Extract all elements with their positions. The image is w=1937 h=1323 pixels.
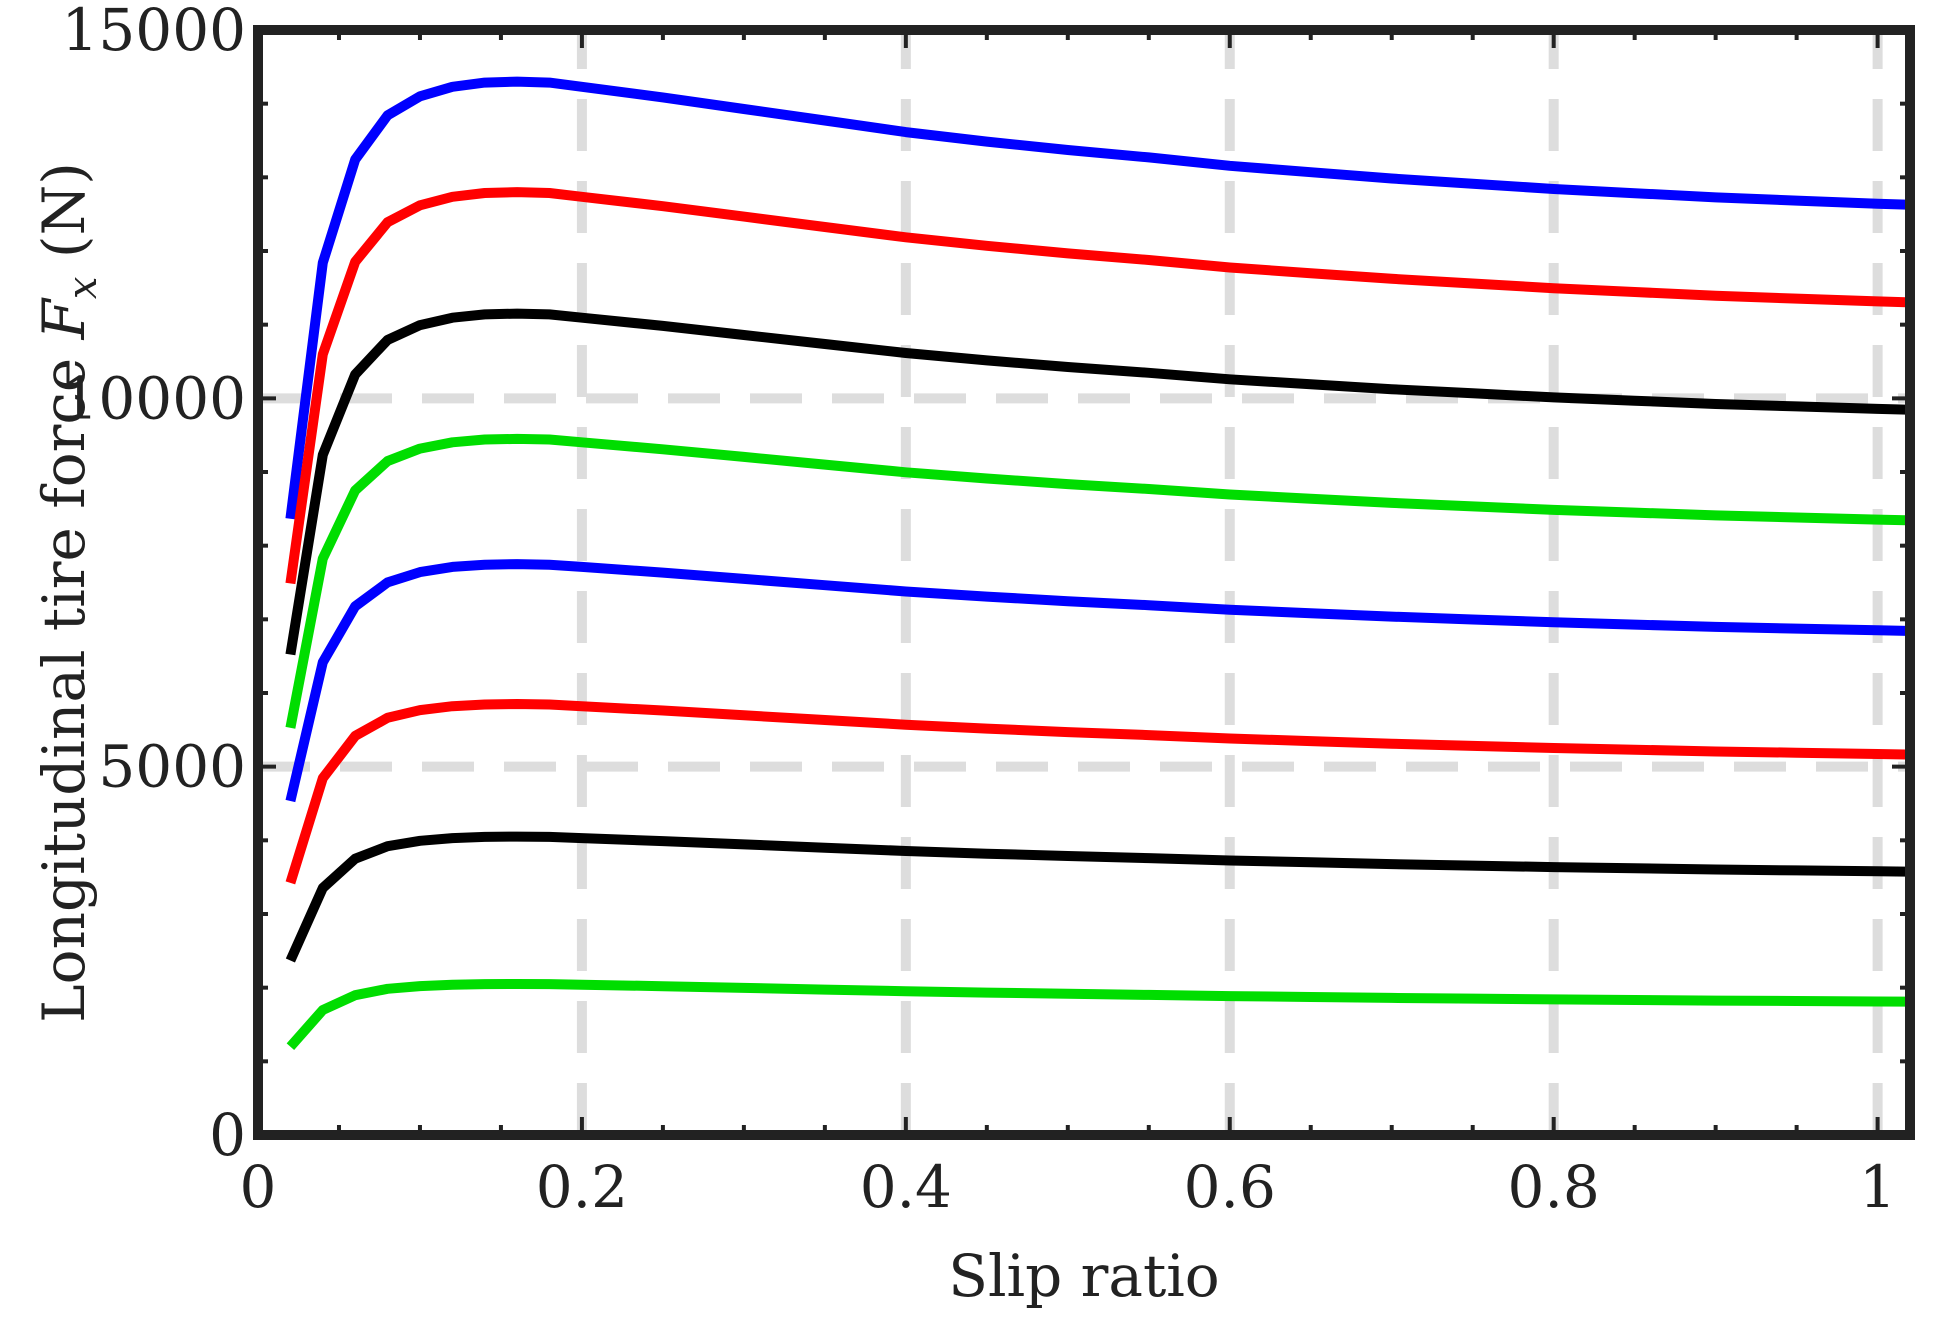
series-line-curve-5 — [285, 559, 1911, 803]
y-axis-title-prefix: Longitudinal tire force — [30, 339, 98, 1022]
y-axis-title-symbol: F — [30, 297, 98, 340]
series-line-curve-3 — [285, 308, 1911, 656]
y-tick-label: 10000 — [61, 364, 246, 432]
y-tick-labels: 0 5000 10000 15000 — [61, 0, 246, 1169]
x-tick-label: 0.2 — [536, 1153, 628, 1221]
y-axis-title-suffix: (N) — [30, 162, 98, 276]
series-line-curve-7 — [285, 831, 1911, 963]
x-tick-labels: 0 0.2 0.4 0.6 0.8 1 — [240, 1153, 1897, 1221]
series-line-curve-6 — [285, 699, 1911, 885]
y-axis-title-subscript: x — [60, 277, 106, 300]
x-tick-label: 0.4 — [860, 1153, 952, 1221]
series-line-curve-8 — [286, 979, 1911, 1051]
x-axis-title: Slip ratio — [948, 1242, 1219, 1310]
y-axis-title: Longitudinal tire force Fx (N) — [30, 162, 106, 1023]
series-line-curve-4 — [285, 433, 1911, 729]
grid — [258, 30, 1910, 1135]
ticks — [256, 28, 1910, 1137]
series-line-curve-1 — [285, 76, 1911, 520]
y-tick-label: 15000 — [61, 0, 246, 64]
x-tick-label: 0.6 — [1184, 1153, 1276, 1221]
x-tick-label: 0.8 — [1508, 1153, 1600, 1221]
y-tick-label: 5000 — [98, 733, 246, 801]
x-tick-label: 1 — [1859, 1153, 1896, 1221]
series-line-curve-2 — [285, 187, 1911, 585]
series-group — [285, 76, 1911, 1051]
x-tick-label: 0 — [240, 1153, 277, 1221]
y-tick-label: 0 — [209, 1101, 246, 1169]
plot-frame — [253, 25, 1915, 1140]
